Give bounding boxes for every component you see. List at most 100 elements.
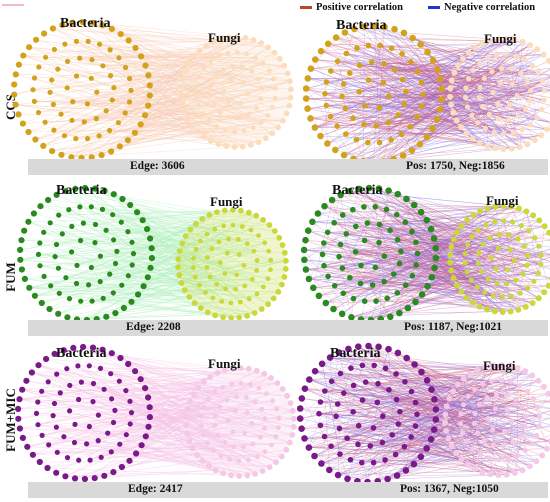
bacteria-node [423,216,431,224]
fungi-node [524,262,530,268]
fungi-node [515,236,521,242]
correlation-edge [337,61,462,128]
fungi-label-fum-right: Fungi [486,193,519,208]
fungi-node [226,236,231,242]
correlation-edge [306,98,519,117]
correlation-edge [411,231,451,263]
correlation-edge [406,198,488,310]
bacteria-node [135,291,142,298]
correlation-edge [398,39,499,116]
fungi-node [198,238,204,244]
correlation-edge [404,413,476,447]
bacteria-node [304,227,312,234]
bacteria-node [395,421,402,427]
bacteria-node [129,239,135,245]
bacteria-node [64,366,70,372]
fungi-node [547,438,550,445]
correlation-edge [301,401,321,429]
fungi-node [496,457,502,463]
fungi-node [265,113,271,118]
fungi-node [189,122,196,128]
fungi-node [535,270,542,276]
correlation-edge [379,224,541,265]
correlation-edge [415,242,478,288]
bacteria-node [387,313,394,321]
fungi-node [273,459,279,466]
correlation-edge [402,71,418,80]
bacteria-node [355,422,362,429]
bacteria-node [33,36,40,43]
correlation-edge [353,385,447,407]
correlation-edge [401,134,480,144]
edge-line [31,372,294,420]
correlation-edge [403,133,504,156]
bacteria-node [341,390,347,396]
fungi-node [229,365,236,372]
fungi-node [498,65,505,71]
bacteria-node [334,123,340,129]
correlation-edge [339,448,473,455]
correlation-edge [467,244,485,293]
bacteria-node [122,64,129,71]
bacteria-node [74,262,80,268]
correlation-edge [419,69,550,145]
bacteria-node [103,313,110,320]
correlation-edge [416,72,455,118]
fungi-node [472,386,478,393]
fungi-node [519,404,525,410]
fungi-node [479,40,486,47]
correlation-edge [426,389,475,449]
correlation-edge [353,146,520,160]
fungi-node [526,228,532,234]
fungi-node [283,257,289,264]
fungi-node [477,60,483,67]
fungi-node [262,426,267,431]
fungi-node [477,208,484,215]
fungi-node [492,145,499,152]
fungi-node [495,116,501,122]
bacteria-node [348,365,354,371]
fungi-node [213,73,218,79]
bacteria-node [103,227,109,233]
correlation-edge [431,264,541,278]
correlation-edge [387,245,539,299]
fungi-node [209,246,215,252]
correlation-edge [491,71,514,133]
bacteria-node [49,148,56,155]
correlation-edge [460,404,480,424]
correlation-edge [364,240,478,288]
edge-line [102,24,269,48]
edge-count-ccs: Edge: 3606 [130,160,185,172]
fungi-node [460,375,467,382]
correlation-edge [323,206,512,266]
bacteria-node [108,449,114,455]
correlation-edge [420,44,531,101]
correlation-edge [336,409,436,417]
correlation-edge [484,78,501,84]
fungi-node [273,434,279,440]
bacteria-node [427,225,435,233]
bacteria-node [393,371,399,377]
bacteria-node [323,79,330,85]
bacteria-node [116,55,122,61]
correlation-edge [331,381,483,473]
bacteria-node [372,204,379,210]
bacteria-node [337,191,344,199]
bacteria-node [385,187,392,194]
bacteria-node [402,467,410,474]
correlation-edge [379,54,544,143]
bacteria-node [116,378,122,384]
correlation-edge [360,239,454,266]
correlation-edge [350,391,454,460]
correlation-edge [433,206,496,239]
bacteria-node [73,136,79,142]
edge-line [84,187,226,289]
correlation-edge [487,58,550,95]
bacteria-node [322,90,328,97]
correlation-edge [321,50,521,74]
fungi-node [200,432,206,438]
fungi-node [225,418,231,423]
correlation-edge [477,49,538,123]
correlation-edge [388,96,428,137]
bacteria-node [45,196,52,204]
